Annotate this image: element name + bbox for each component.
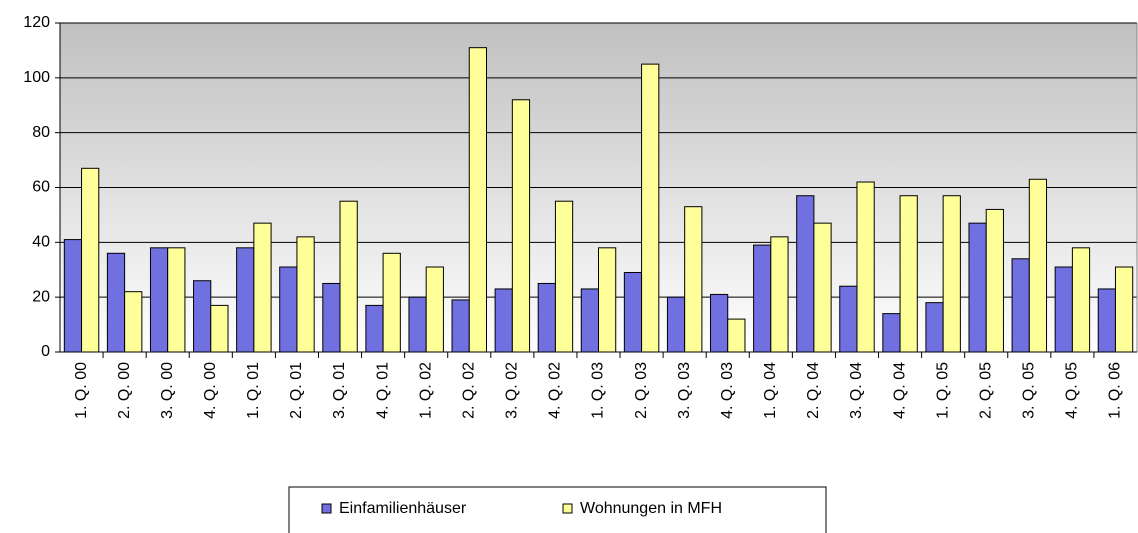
bar — [193, 280, 212, 353]
y-tick-label: 80 — [32, 124, 50, 141]
bar — [322, 282, 341, 353]
x-tick-label: 4. Q. 00 — [202, 362, 219, 419]
bar — [468, 47, 487, 353]
bar — [580, 288, 600, 353]
bar — [710, 293, 729, 353]
x-tick-label: 2. Q. 02 — [460, 362, 477, 419]
bar — [106, 252, 126, 353]
bar — [727, 318, 746, 353]
bar — [641, 63, 660, 353]
bar — [296, 236, 315, 353]
bar — [1071, 247, 1091, 353]
bar — [167, 247, 186, 353]
x-tick-label: 2. Q. 03 — [633, 362, 650, 419]
bar — [236, 247, 255, 353]
x-tick-label: 2. Q. 04 — [805, 362, 822, 419]
bar — [511, 99, 531, 353]
legend-label: Einfamilienhäuser — [339, 500, 467, 517]
bar — [494, 288, 513, 353]
x-tick-label: 3. Q. 03 — [676, 362, 693, 419]
x-tick-label: 1. Q. 04 — [762, 362, 779, 419]
x-tick-label: 4. Q. 05 — [1064, 362, 1081, 419]
bar — [1097, 288, 1116, 353]
y-tick-label: 120 — [23, 14, 50, 31]
x-tick-label: 2. Q. 00 — [116, 362, 133, 419]
bar — [210, 304, 229, 353]
bar — [425, 266, 444, 353]
legend-swatch — [321, 503, 332, 514]
y-tick-label: 20 — [32, 288, 50, 305]
bar — [684, 206, 703, 353]
bar — [81, 167, 100, 353]
x-tick-label: 1. Q. 06 — [1107, 362, 1124, 419]
bar — [753, 244, 772, 353]
x-tick-label: 3. Q. 02 — [504, 362, 521, 419]
bar — [149, 247, 169, 353]
bar — [1028, 178, 1048, 353]
bar — [1011, 258, 1030, 353]
x-tick-label: 4. Q. 02 — [547, 362, 564, 419]
bar — [985, 208, 1004, 353]
bar — [1114, 266, 1134, 353]
bar — [537, 282, 556, 353]
x-tick-label: 3. Q. 04 — [848, 362, 865, 419]
x-tick-label: 4. Q. 03 — [719, 362, 736, 419]
x-tick-label: 1. Q. 01 — [245, 362, 262, 419]
y-tick-label: 60 — [32, 179, 50, 196]
legend-box — [288, 486, 827, 533]
x-tick-label: 1. Q. 03 — [590, 362, 607, 419]
bar — [408, 296, 427, 353]
bar — [942, 195, 961, 353]
y-tick-label: 100 — [23, 69, 50, 86]
x-tick-label: 3. Q. 05 — [1021, 362, 1038, 419]
bar — [1054, 266, 1073, 353]
bar — [279, 266, 298, 353]
x-tick-label: 1. Q. 05 — [934, 362, 951, 419]
x-tick-label: 4. Q. 01 — [374, 362, 391, 419]
x-tick-label: 1. Q. 00 — [73, 362, 90, 419]
bar — [554, 200, 574, 353]
bar — [796, 195, 815, 353]
x-tick-label: 2. Q. 05 — [977, 362, 994, 419]
bar — [124, 291, 143, 353]
legend-swatch — [562, 503, 573, 514]
x-tick-label: 1. Q. 02 — [417, 362, 434, 419]
bar — [63, 239, 83, 353]
bar — [598, 247, 617, 353]
bar — [339, 200, 358, 353]
bar — [253, 222, 272, 353]
bar — [925, 302, 944, 353]
bar — [899, 195, 918, 353]
bar — [813, 222, 832, 353]
bar — [882, 313, 901, 353]
bar — [382, 252, 401, 353]
bar — [666, 296, 686, 353]
x-tick-label: 4. Q. 04 — [891, 362, 908, 419]
bar — [365, 304, 384, 353]
legend-label: Wohnungen in MFH — [580, 500, 722, 517]
bar — [839, 285, 858, 353]
bar — [623, 271, 643, 353]
x-tick-label: 3. Q. 00 — [159, 362, 176, 419]
bar — [968, 222, 987, 353]
bar — [856, 181, 875, 353]
bar — [770, 236, 789, 353]
y-tick-label: 0 — [41, 343, 50, 360]
x-tick-label: 2. Q. 01 — [288, 362, 305, 419]
y-tick-label: 40 — [32, 234, 50, 251]
bar — [451, 299, 470, 353]
x-tick-label: 3. Q. 01 — [331, 362, 348, 419]
